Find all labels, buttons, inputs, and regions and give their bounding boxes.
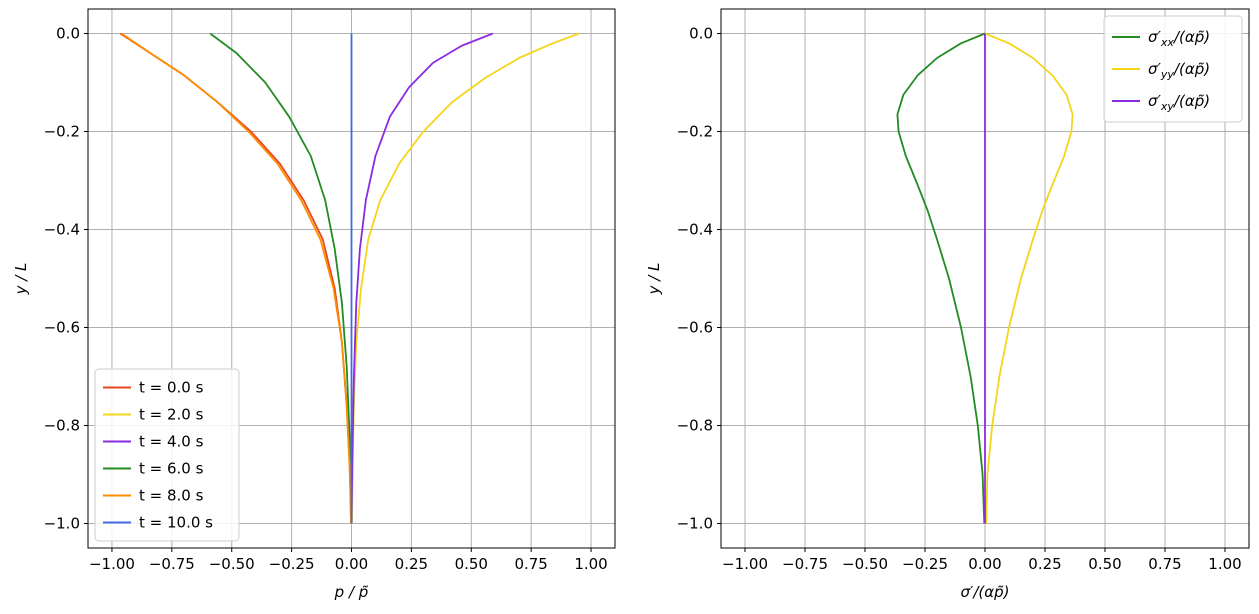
left-x-tick-label: 1.00 bbox=[574, 555, 607, 573]
left-legend-label: t = 4.0 s bbox=[139, 433, 204, 451]
left-x-tick-label: 0.25 bbox=[395, 555, 428, 573]
left-y-tick-label: −0.6 bbox=[44, 319, 80, 337]
left-y-axis-label: y / L bbox=[12, 263, 30, 296]
left-x-tick-label: 0.75 bbox=[514, 555, 547, 573]
right-series-line-1 bbox=[984, 32, 1074, 524]
left-x-tick-label: −1.00 bbox=[89, 555, 135, 573]
right-x-tick-label: −1.00 bbox=[722, 555, 768, 573]
right-x-tick-label: 0.75 bbox=[1148, 555, 1181, 573]
left-series-line-2 bbox=[350, 32, 494, 524]
left-legend-label: t = 0.0 s bbox=[139, 379, 204, 397]
right-series-line-0 bbox=[896, 32, 986, 524]
right-x-tick-label: 0.00 bbox=[968, 555, 1001, 573]
right-chart-panel: −1.00 −0.75 −0.50 −0.25 0.00 0.25 0.50 0.75 1.00… bbox=[645, 8, 1250, 601]
left-series-line-3 bbox=[209, 32, 352, 524]
left-series-line-1 bbox=[351, 32, 580, 524]
right-legend: σ′xx/(αp̃) σ′yy/(αp̃) σ′xy/(αp̃) bbox=[1103, 15, 1243, 123]
left-series-line-4 bbox=[121, 32, 352, 524]
left-legend-label: t = 6.0 s bbox=[139, 460, 204, 478]
left-x-tick-label: 0.00 bbox=[335, 555, 368, 573]
right-y-tick-label: −1.0 bbox=[677, 515, 713, 533]
left-legend-label: t = 10.0 s bbox=[139, 514, 213, 532]
right-y-tick-label: −0.8 bbox=[677, 417, 713, 435]
left-legend: t = 0.0 s t = 2.0 s t = 4.0 s t = 6.0 s t = … bbox=[94, 368, 240, 542]
right-y-tick-label: −0.6 bbox=[677, 319, 713, 337]
right-x-tick-label: 1.00 bbox=[1208, 555, 1241, 573]
right-y-tick-label: 0.0 bbox=[689, 25, 713, 43]
left-y-tick-label: −0.8 bbox=[44, 417, 80, 435]
left-legend-box bbox=[94, 368, 240, 542]
left-legend-label: t = 8.0 s bbox=[139, 487, 204, 505]
left-x-tick-label: −0.25 bbox=[269, 555, 315, 573]
right-y-tick-label: −0.4 bbox=[677, 221, 713, 239]
left-x-tick-label: 0.50 bbox=[455, 555, 488, 573]
left-chart-panel: −1.00 −0.75 −0.50 −0.25 0.00 0.25 0.50 0.75 1.00… bbox=[12, 8, 616, 601]
right-legend-label: σ′xy/(αp̃) bbox=[1148, 92, 1210, 113]
right-x-tick-label: 0.50 bbox=[1088, 555, 1121, 573]
right-x-axis-label: σ′/(αp̃) bbox=[960, 583, 1009, 601]
right-x-tick-label: −0.50 bbox=[842, 555, 888, 573]
right-x-tick-label: −0.75 bbox=[782, 555, 828, 573]
right-legend-label: σ′xx/(αp̃) bbox=[1148, 28, 1210, 49]
right-legend-label: σ′yy/(αp̃) bbox=[1148, 60, 1210, 81]
right-y-tick-label: −0.2 bbox=[677, 123, 713, 141]
left-x-tick-label: −0.50 bbox=[209, 555, 255, 573]
right-y-axis-label: y / L bbox=[645, 263, 663, 296]
left-y-tick-label: −1.0 bbox=[44, 515, 80, 533]
left-x-tick-label: −0.75 bbox=[149, 555, 195, 573]
right-x-tick-label: 0.25 bbox=[1028, 555, 1061, 573]
left-y-tick-label: −0.2 bbox=[44, 123, 80, 141]
left-y-tick-label: 0.0 bbox=[56, 25, 80, 43]
right-x-tick-label: −0.25 bbox=[902, 555, 948, 573]
left-legend-label: t = 2.0 s bbox=[139, 406, 204, 424]
left-x-axis-label: p / p̃ bbox=[334, 583, 369, 601]
left-y-tick-label: −0.4 bbox=[44, 221, 80, 239]
right-legend-box bbox=[1103, 15, 1243, 123]
